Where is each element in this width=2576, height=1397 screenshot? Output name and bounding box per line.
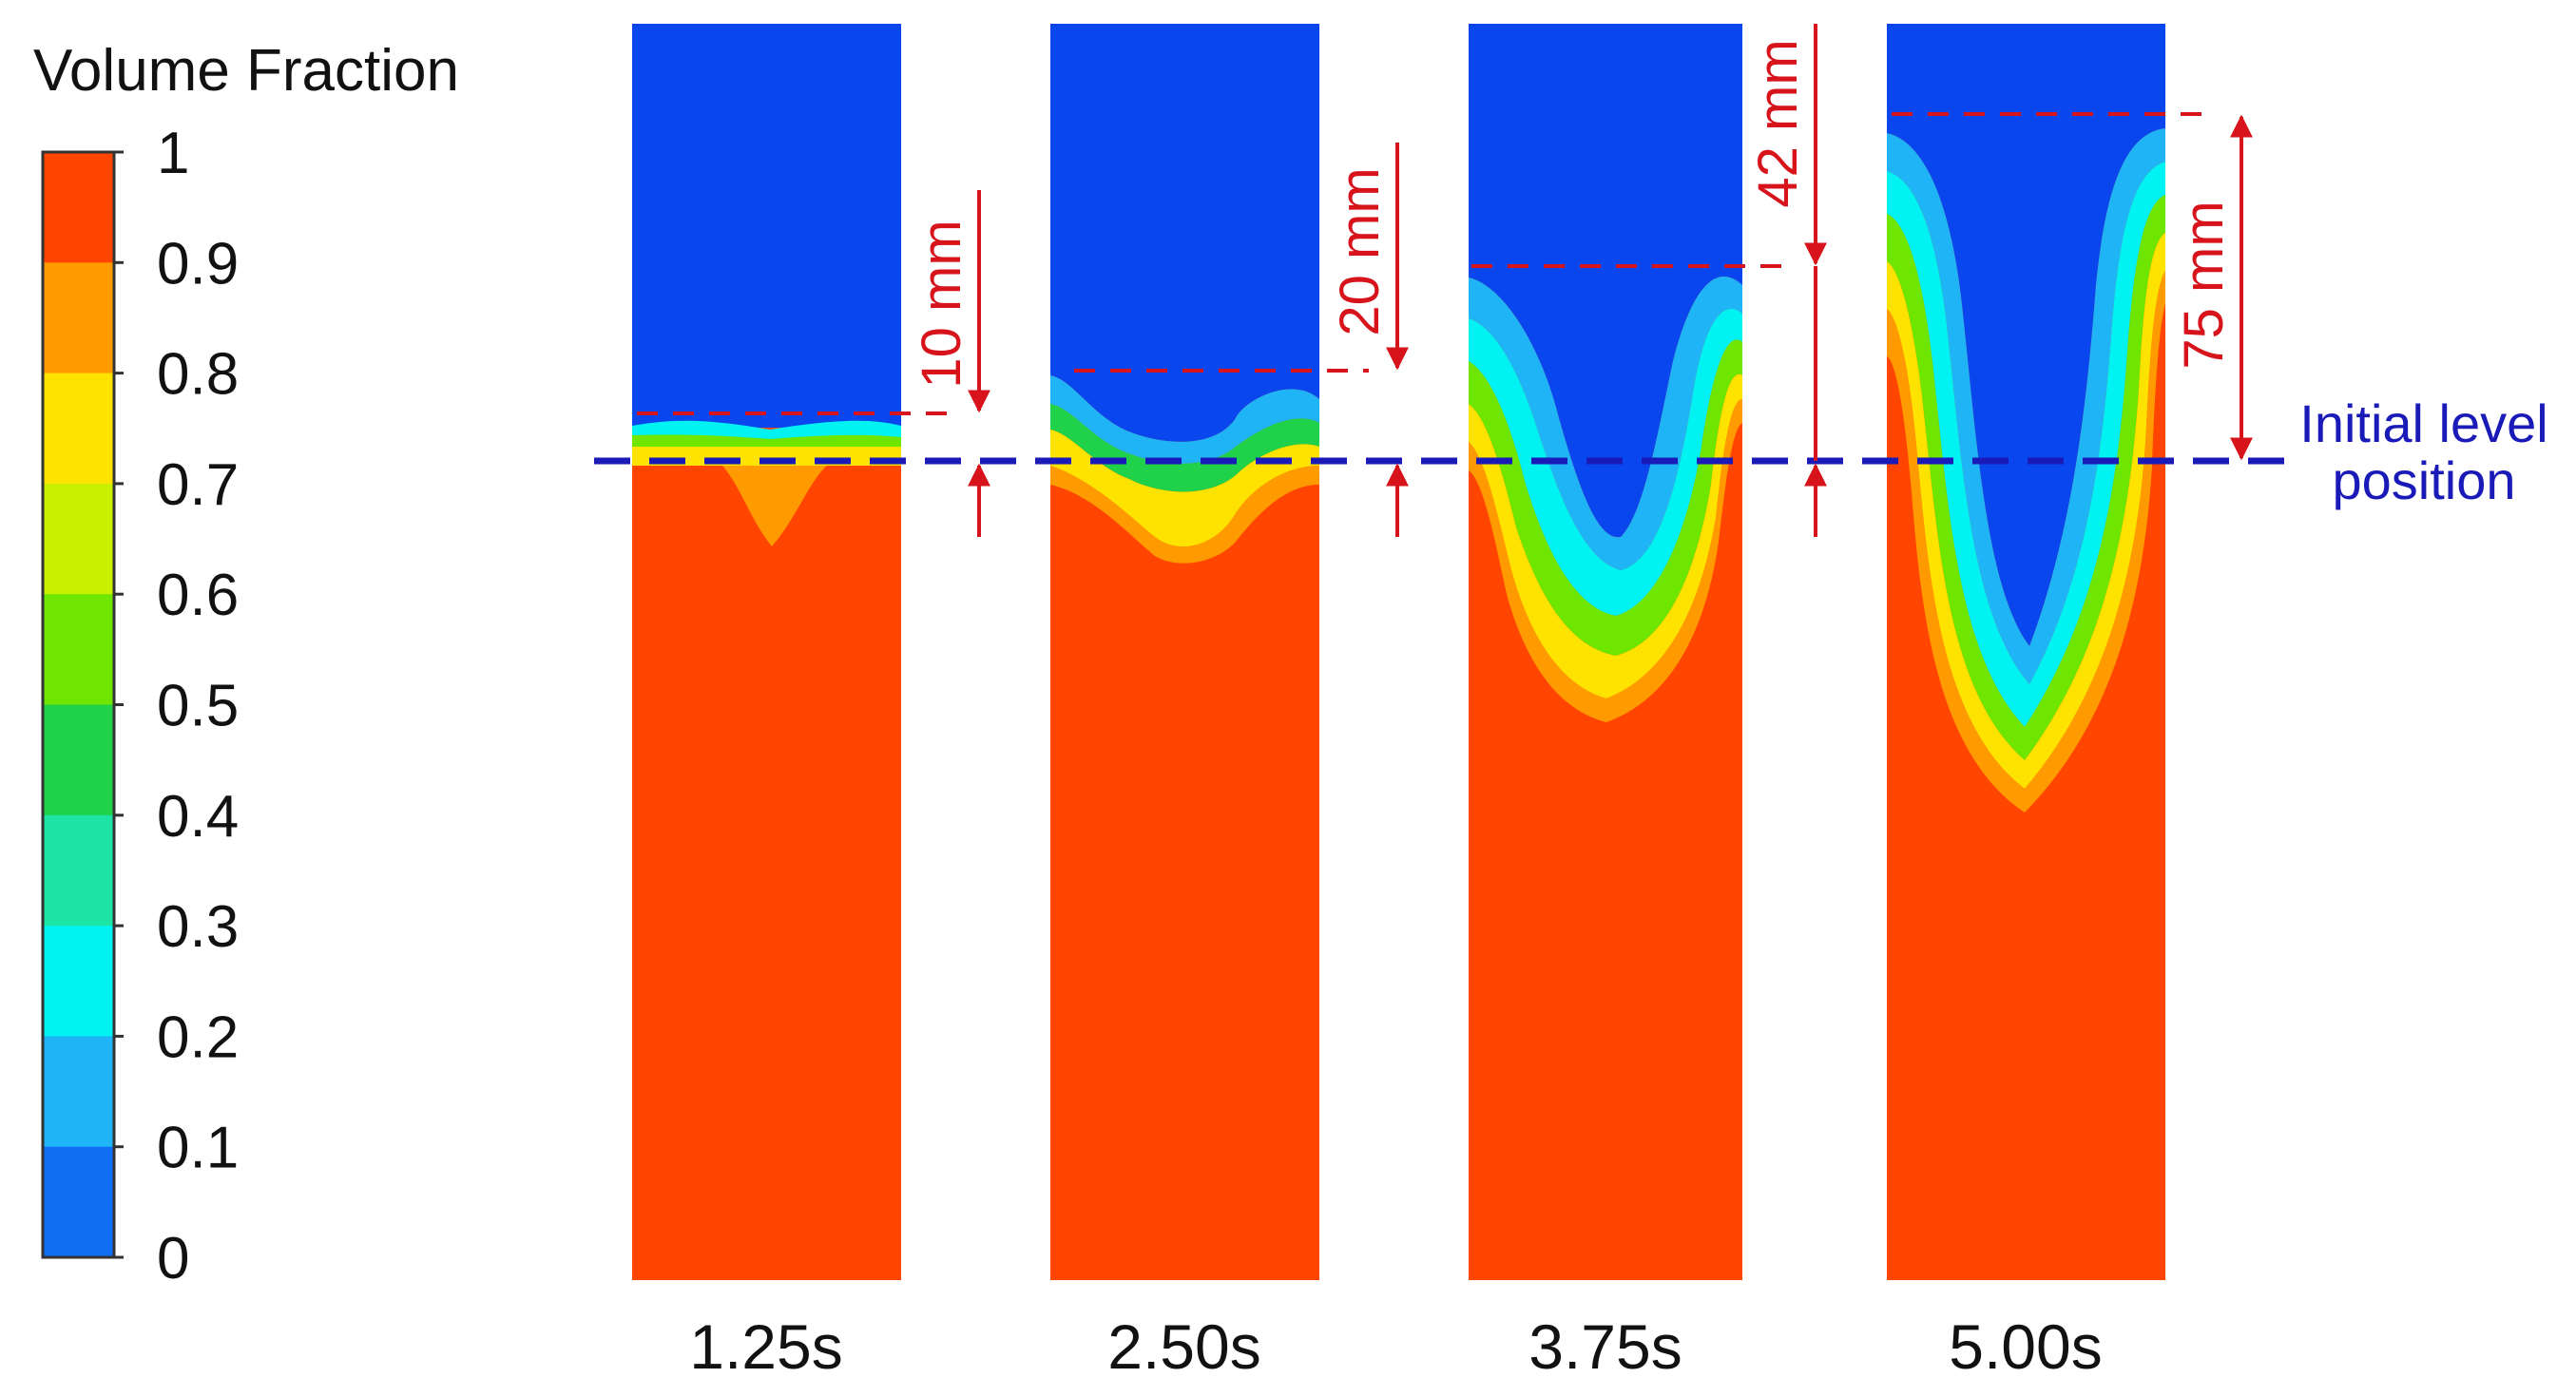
panel-3-interface-yellow (1469, 373, 1742, 698)
panel-3-interface-green (1469, 339, 1742, 656)
legend-tick-label: 0.8 (157, 342, 239, 408)
dimension-1: 10 mm (637, 190, 990, 537)
panel-4-00s (1887, 24, 2165, 1280)
legend-title: Volume Fraction (33, 38, 459, 104)
dimension-2: 20 mm (1074, 143, 1409, 537)
legend-band (43, 483, 114, 595)
time-label-4: 5.00s (1949, 1311, 2102, 1382)
legend-tick-label: 0.1 (157, 1116, 239, 1181)
rise-label-4: 75 mm (2173, 201, 2235, 369)
legend-color-bar (41, 150, 116, 1259)
panel-4-interface-lightblue (1887, 128, 2165, 684)
rise-label-1: 10 mm (911, 220, 972, 388)
panel-4-interface-yellow (1887, 233, 2165, 789)
legend-band (43, 926, 114, 1037)
legend-tick-label: 0.9 (157, 231, 239, 297)
dimension-4: 75 mm (1892, 112, 2253, 461)
panel-3-75s (1469, 24, 1742, 1280)
color-legend: Volume Fraction 1 0.9 0.8 0.7 0.6 0.5 0.4 0.3 0.… (33, 38, 459, 1292)
time-label-1: 1.25s (689, 1311, 842, 1382)
panel-1-interface-orange (722, 466, 827, 546)
legend-band (43, 814, 114, 927)
time-label-2: 2.50s (1107, 1311, 1260, 1382)
legend-tick-label: 0.2 (157, 1005, 239, 1070)
legend-band (43, 262, 114, 374)
panel-2-50s (1050, 24, 1319, 1280)
initial-level-label-line1: Initial level (2299, 393, 2547, 453)
legend-tick-label: 1 (157, 121, 189, 186)
panel-2-interface-orange (1050, 466, 1319, 564)
panel-4-interface-orange (1887, 271, 2165, 813)
legend-band (43, 594, 114, 705)
panel-3-interface-lightblue (1469, 277, 1742, 570)
legend-ticks: 1 0.9 0.8 0.7 0.6 0.5 0.4 0.3 0.2 0.1 0 (114, 121, 239, 1292)
legend-band (43, 152, 114, 263)
panel-2-interface-lightblue (1050, 375, 1319, 464)
panel-2-gas (1050, 24, 1319, 442)
panel-3-gas (1469, 24, 1742, 538)
rise-label-3: 42 mm (1747, 39, 1809, 207)
time-label-3: 3.75s (1528, 1311, 1682, 1382)
rise-label-2: 20 mm (1329, 167, 1391, 335)
panel-4-interface-cyan (1887, 162, 2165, 727)
legend-tick-label: 0.7 (157, 452, 239, 518)
legend-tick-label: 0.4 (157, 784, 239, 850)
panel-4-gas (1887, 24, 2165, 646)
legend-band (43, 373, 114, 485)
legend-band (43, 704, 114, 816)
panel-3-interface-orange (1469, 399, 1742, 722)
legend-band (43, 1146, 114, 1258)
panel-1-25s (632, 24, 901, 1280)
panel-3-interface-cyan (1469, 308, 1742, 616)
legend-tick-label: 0.5 (157, 674, 239, 739)
legend-band (43, 1036, 114, 1148)
panel-2-interface-yellow (1050, 430, 1319, 547)
panel-1-gas (632, 24, 901, 428)
legend-tick-label: 0.3 (157, 894, 239, 960)
legend-tick-label: 0.6 (157, 563, 239, 628)
panel-2-interface-green (1050, 404, 1319, 492)
dimension-3: 42 mm (1471, 24, 1827, 537)
initial-level-label-line2: position (2332, 450, 2515, 510)
legend-tick-label: 0 (157, 1226, 189, 1292)
panel-4-interface-green (1887, 195, 2165, 760)
